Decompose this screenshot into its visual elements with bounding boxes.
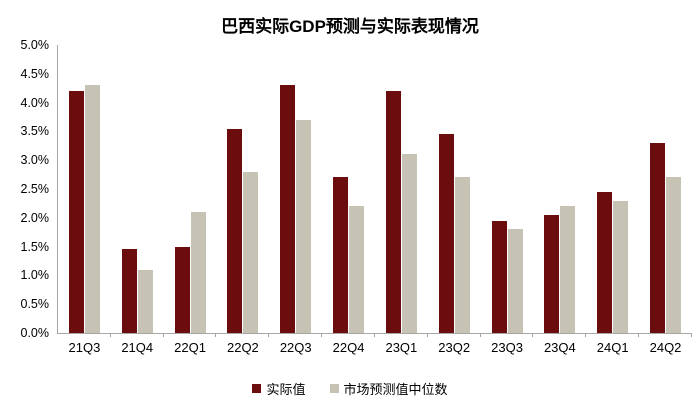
x-tick-mark (585, 333, 587, 337)
y-tick-label: 2.0% (20, 210, 50, 225)
x-tick-mark (215, 333, 217, 337)
x-tick-mark (479, 333, 481, 337)
bar-group-22Q3 (269, 45, 323, 337)
x-tick-label: 22Q1 (174, 340, 206, 355)
bar-实际值-24Q1 (597, 191, 613, 333)
x-tick-mark (321, 333, 323, 337)
legend-label: 实际值 (266, 382, 306, 397)
bar-实际值-22Q3 (280, 85, 296, 333)
bar-group-23Q3 (481, 45, 534, 337)
bar-groups (58, 45, 692, 337)
bar-group-21Q4 (111, 45, 164, 337)
x-tick-label: 21Q4 (121, 340, 154, 355)
y-tick-label: 1.5% (20, 239, 50, 254)
y-tick-label: 0.0% (20, 326, 50, 340)
bar-group-24Q2 (639, 45, 692, 337)
bar-实际值-22Q2 (227, 128, 243, 333)
x-tick-mark (638, 333, 640, 337)
plot-area: 21Q3 21Q4 22Q1 22Q2 22Q3 22Q4 23Q1 23Q2 23Q3 23Q4… (21, 38, 692, 355)
bar-实际值-22Q4 (333, 177, 349, 333)
bar-实际值-23Q1 (385, 91, 401, 333)
bar-实际值-23Q4 (544, 214, 560, 333)
bar-group-24Q1 (586, 45, 640, 337)
x-tick-label: 23Q3 (491, 340, 523, 355)
x-tick-mark (162, 333, 164, 337)
legend-item-市场预测值中位数: 市场预测值中位数 (329, 379, 448, 398)
x-tick-mark (532, 333, 534, 337)
bar-市场预测值中位数-24Q2 (666, 177, 682, 333)
bar-市场预测值中位数-22Q2 (243, 171, 259, 333)
y-tick-label: 3.5% (20, 124, 50, 139)
legend-swatch-icon (329, 384, 339, 393)
x-tick-label: 23Q4 (543, 340, 576, 355)
x-tick-mark (109, 333, 111, 337)
bar-市场预测值中位数-22Q1 (190, 212, 206, 333)
bar-实际值-21Q4 (121, 249, 137, 333)
bar-市场预测值中位数-23Q3 (507, 229, 523, 333)
x-tick-label: 23Q1 (385, 340, 418, 355)
bar-group-22Q1 (164, 45, 217, 337)
bar-市场预测值中位数-23Q4 (560, 206, 576, 333)
x-axis-labels: 21Q3 21Q4 22Q1 22Q2 22Q3 22Q4 23Q1 23Q2 23Q3 23Q4… (58, 340, 692, 355)
y-tick-label: 1.0% (20, 268, 50, 283)
x-tick-label: 24Q1 (596, 340, 629, 355)
x-tick-label: 23Q2 (438, 340, 471, 355)
legend-label: 市场预测值中位数 (343, 382, 448, 397)
x-tick-mark (426, 333, 428, 337)
legend: 实际值 市场预测值中位数 (0, 379, 700, 398)
bar-实际值-21Q3 (68, 91, 84, 333)
bar-市场预测值中位数-24Q1 (613, 200, 629, 333)
bar-group-23Q1 (375, 45, 428, 337)
bar-group-23Q2 (428, 45, 481, 337)
bar-group-22Q2 (216, 45, 270, 337)
bar-group-22Q4 (322, 45, 375, 337)
x-tick-label: 22Q4 (332, 340, 365, 355)
x-tick-label: 21Q3 (68, 340, 101, 355)
x-tick-label: 24Q2 (649, 340, 682, 355)
y-tick-label: 4.5% (20, 66, 50, 81)
y-tick-label: 2.5% (20, 182, 50, 196)
bar-市场预测值中位数-23Q2 (454, 177, 470, 333)
x-tick-label: 22Q3 (279, 340, 312, 355)
bar-实际值-23Q3 (491, 220, 507, 333)
bar-实际值-23Q2 (438, 134, 454, 333)
bar-市场预测值中位数-22Q3 (296, 119, 312, 333)
chart-title: 巴西实际GDP预测与实际表现情况 (221, 17, 479, 36)
y-tick-label: 3.0% (20, 153, 50, 168)
bar-实际值-22Q1 (174, 246, 190, 333)
bar-市场预测值中位数-21Q4 (137, 269, 153, 333)
legend-item-实际值: 实际值 (252, 379, 306, 398)
x-tick-mark (690, 333, 692, 337)
bar-市场预测值中位数-22Q4 (349, 206, 365, 333)
x-tick-label: 22Q2 (226, 340, 259, 355)
x-tick-mark (268, 333, 270, 337)
y-tick-label: 0.5% (20, 297, 50, 312)
y-tick-label: 5.0% (20, 38, 50, 52)
legend-swatch-icon (252, 384, 262, 393)
bar-group-21Q3 (58, 45, 111, 337)
bar-group-23Q4 (533, 45, 587, 337)
bar-实际值-24Q2 (650, 142, 666, 333)
bar-市场预测值中位数-21Q3 (84, 85, 100, 333)
y-tick-label: 4.0% (20, 95, 50, 110)
x-tick-mark (373, 333, 375, 337)
bar-市场预测值中位数-23Q1 (401, 154, 417, 333)
